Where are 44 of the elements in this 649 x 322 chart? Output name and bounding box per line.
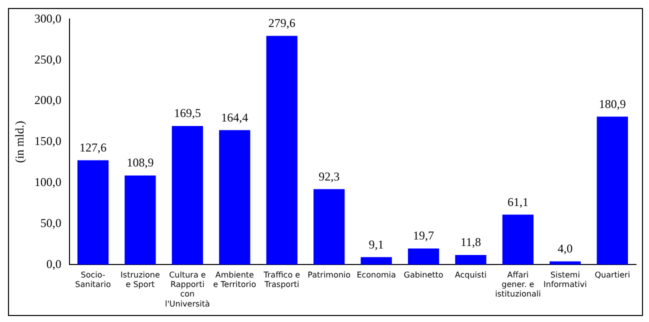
y-tick-label: 250,0 bbox=[34, 52, 62, 66]
bar bbox=[124, 176, 156, 265]
y-tick-label: 100,0 bbox=[34, 174, 62, 189]
data-label: 11,8 bbox=[460, 235, 482, 250]
x-tick-label: Patrimonio bbox=[308, 270, 351, 280]
bar bbox=[77, 160, 109, 265]
bar bbox=[172, 126, 204, 265]
y-tick-label: 0,0 bbox=[46, 256, 62, 271]
y-tick-label: 300,0 bbox=[34, 11, 62, 26]
data-label: 279,6 bbox=[268, 16, 296, 30]
bar bbox=[408, 248, 440, 265]
x-tick-label: Affari gener. e istituzionali bbox=[495, 270, 541, 299]
data-label: 127,6 bbox=[80, 140, 107, 154]
data-label: 92,3 bbox=[318, 169, 340, 184]
data-label: 9,1 bbox=[368, 237, 384, 252]
y-tick-label: 150,0 bbox=[34, 134, 62, 148]
bar bbox=[550, 261, 581, 265]
x-tick-label: Gabinetto bbox=[404, 270, 444, 280]
x-tick-label: Sistemi Informativi bbox=[544, 270, 587, 290]
bar bbox=[596, 116, 628, 265]
bar bbox=[502, 214, 534, 265]
bar bbox=[266, 36, 298, 265]
bar bbox=[219, 130, 250, 265]
data-label: 108,9 bbox=[126, 156, 154, 170]
x-tick-label: Acquisti bbox=[454, 270, 487, 280]
data-label: 164,4 bbox=[221, 110, 248, 124]
bar bbox=[455, 254, 486, 265]
x-tick-label: Cultura e Rapporti con l'Università bbox=[164, 270, 210, 308]
y-tick-label: 50,0 bbox=[40, 216, 62, 230]
y-axis-title: (in mld.) bbox=[12, 120, 26, 163]
data-label: 19,7 bbox=[413, 228, 434, 243]
y-tick-label: 200,0 bbox=[34, 93, 62, 108]
data-label: 4,0 bbox=[558, 241, 573, 256]
x-tick-label: Istruzione e Sport bbox=[120, 270, 160, 290]
data-label: 180,9 bbox=[598, 96, 626, 111]
x-tick-label: Traffico e Trasporti bbox=[262, 270, 300, 290]
x-tick-label: Ambiente e Territorio bbox=[213, 270, 256, 290]
x-tick-label: Quartieri bbox=[594, 270, 630, 280]
bar bbox=[360, 257, 392, 265]
x-tick-label: Economia bbox=[356, 270, 396, 280]
bar bbox=[314, 189, 345, 265]
x-tick-label: Socio-Sanitario bbox=[75, 270, 111, 290]
data-label: 169,5 bbox=[174, 106, 201, 120]
data-label: 61,1 bbox=[507, 194, 528, 209]
